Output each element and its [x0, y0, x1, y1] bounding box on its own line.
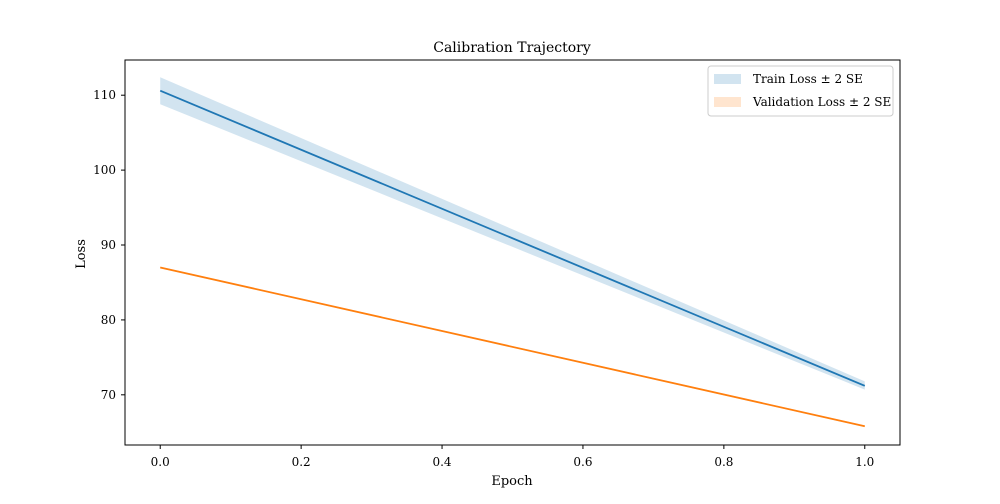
- legend-box: [707, 65, 894, 117]
- y-axis-ticks: 70 80 90 100 110: [93, 88, 125, 402]
- x-tick-label: 0.8: [714, 455, 733, 469]
- legend-swatch: [714, 97, 741, 107]
- x-axis-label: Epoch: [491, 474, 533, 489]
- x-tick-label: 0.2: [292, 455, 311, 469]
- confidence-bands: [160, 77, 865, 428]
- legend-label: Train Loss ± 2 SE: [753, 72, 863, 86]
- x-axis-ticks: 0.0 0.2 0.4 0.6 0.8 1.0: [151, 445, 874, 469]
- y-tick-label: 70: [101, 388, 116, 402]
- y-tick-label: 90: [101, 238, 116, 252]
- x-tick-label: 0.0: [151, 455, 170, 469]
- y-tick-label: 80: [101, 313, 116, 327]
- series-lines: [159, 89, 866, 428]
- x-tick-label: 0.6: [573, 455, 592, 469]
- plot-area-frame: [124, 59, 901, 446]
- y-tick-label: 100: [93, 163, 116, 177]
- x-tick-label: 0.4: [432, 455, 451, 469]
- legend-swatch: [714, 74, 741, 84]
- y-axis-label: Loss: [74, 239, 89, 269]
- series-2-line: [160, 266, 865, 428]
- x-tick-label: 1.0: [855, 455, 874, 469]
- y-tick-label: 110: [93, 88, 116, 102]
- legend-label: Validation Loss ± 2 SE: [752, 95, 891, 109]
- legend: Train Loss ± 2 SE Validation Loss ± 2 SE: [707, 65, 894, 117]
- series-1-band: [160, 77, 865, 390]
- chart-title: Calibration Trajectory: [433, 40, 591, 56]
- series-1-line: [159, 89, 866, 387]
